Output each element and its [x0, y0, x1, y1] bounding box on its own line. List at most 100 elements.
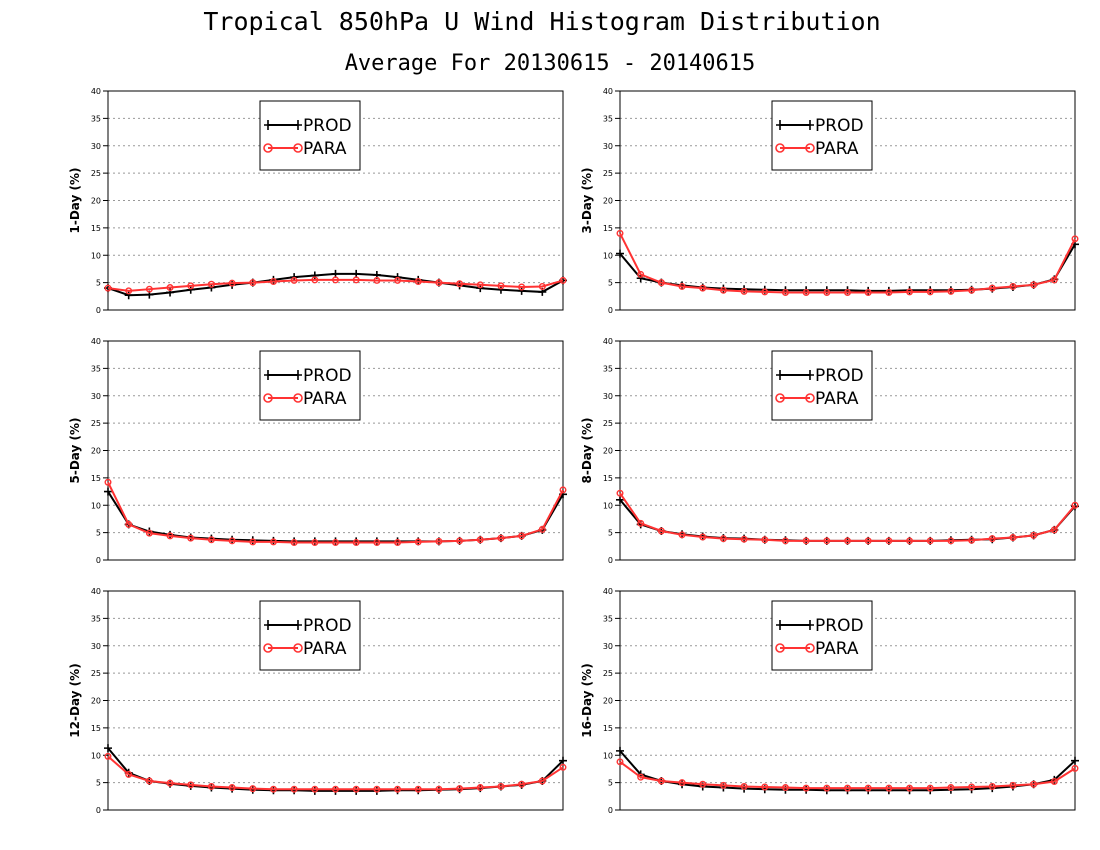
- legend: PROD PARA: [771, 100, 873, 171]
- data-point-para: [352, 276, 360, 284]
- data-point-para: [988, 782, 996, 790]
- y-tick-label: 40: [91, 87, 101, 96]
- data-point-para: [1030, 281, 1038, 289]
- legend-marker-para: [805, 143, 815, 153]
- legend-label-prod: PROD: [303, 616, 352, 636]
- y-tick-label: 5: [608, 279, 613, 288]
- data-point-para: [864, 288, 872, 296]
- chart-subtitle: Average For 20130615 - 20140615: [345, 51, 756, 76]
- data-point-para: [207, 536, 215, 544]
- legend-marker-prod: [776, 620, 784, 630]
- y-axis-label: 16-Day (%): [580, 663, 594, 737]
- data-point-para: [947, 287, 955, 295]
- data-point-para: [207, 280, 215, 288]
- legend-marker-para: [775, 643, 785, 653]
- y-tick-label: 20: [91, 447, 101, 456]
- legend-marker-prod: [264, 120, 272, 130]
- data-point-para: [699, 533, 707, 541]
- data-point-para: [719, 286, 727, 294]
- data-point-para: [823, 288, 831, 296]
- legend-label-prod: PROD: [303, 116, 352, 136]
- data-point-prod: [636, 274, 645, 283]
- data-point-para: [414, 278, 422, 286]
- data-point-para: [269, 785, 277, 793]
- data-point-para: [311, 538, 319, 546]
- y-tick-label: 0: [96, 556, 101, 565]
- legend-marker-para: [805, 643, 815, 653]
- data-point-para: [249, 785, 257, 793]
- data-point-para: [926, 537, 934, 545]
- y-tick-label: 0: [96, 306, 101, 315]
- chart-panel: 0 5 10 15 20 25 30 35 40 16-Day (%) PROD PARA: [580, 587, 1079, 815]
- plot-frame: [619, 90, 1076, 311]
- data-point-para: [373, 538, 381, 546]
- data-point-para: [906, 288, 914, 296]
- data-point-para: [414, 538, 422, 546]
- data-point-para: [187, 282, 195, 290]
- y-tick-label: 10: [603, 501, 613, 510]
- data-point-para: [802, 288, 810, 296]
- data-point-para: [1050, 526, 1058, 534]
- y-tick-label: 30: [603, 642, 613, 651]
- series-line-para: [107, 755, 564, 791]
- legend-marker-para: [263, 643, 273, 653]
- legend-marker-prod: [294, 370, 302, 380]
- data-point-prod: [559, 756, 567, 765]
- y-tick-label: 20: [603, 197, 613, 206]
- y-tick-label: 10: [91, 751, 101, 760]
- data-point-para: [311, 785, 319, 793]
- data-point-prod: [616, 249, 624, 258]
- legend-label-prod: PROD: [303, 366, 352, 386]
- data-point-para: [352, 785, 360, 793]
- data-point-para: [885, 784, 893, 792]
- y-tick-label: 0: [608, 556, 613, 565]
- data-point-para: [166, 779, 174, 787]
- data-point-para: [290, 538, 298, 546]
- y-tick-label: 5: [96, 529, 101, 538]
- y-tick-label: 25: [603, 419, 613, 428]
- data-point-para: [476, 281, 484, 289]
- data-point-para: [1009, 534, 1017, 542]
- data-point-para: [332, 785, 340, 793]
- y-tick-label: 40: [603, 337, 613, 346]
- data-point-para: [616, 229, 624, 237]
- y-tick-label: 30: [603, 392, 613, 401]
- data-point-para: [518, 780, 526, 788]
- data-point-para: [187, 781, 195, 789]
- data-point-para: [373, 785, 381, 793]
- data-point-para: [761, 288, 769, 296]
- data-point-para: [864, 784, 872, 792]
- data-point-para: [518, 283, 526, 291]
- y-tick-label: 35: [91, 364, 101, 373]
- data-point-para: [497, 782, 505, 790]
- data-point-para: [616, 758, 624, 766]
- data-point-prod: [496, 285, 505, 294]
- data-point-para: [844, 537, 852, 545]
- y-tick-label: 40: [603, 87, 613, 96]
- legend-label-prod: PROD: [815, 366, 864, 386]
- data-point-para: [1009, 282, 1017, 290]
- data-point-para: [166, 532, 174, 540]
- y-tick-label: 35: [603, 364, 613, 373]
- y-tick-label: 20: [91, 697, 101, 706]
- data-point-para: [1071, 501, 1079, 509]
- plot-frame: [619, 340, 1076, 561]
- y-axis-label: 8-Day (%): [580, 417, 594, 483]
- y-tick-label: 20: [603, 697, 613, 706]
- data-point-para: [559, 486, 567, 494]
- legend-marker-prod: [264, 620, 272, 630]
- data-point-para: [332, 538, 340, 546]
- legend-label-para: PARA: [303, 389, 347, 409]
- data-point-para: [145, 529, 153, 537]
- data-point-para: [125, 520, 133, 528]
- y-tick-label: 35: [603, 114, 613, 123]
- legend-label-prod: PROD: [815, 616, 864, 636]
- data-point-para: [802, 784, 810, 792]
- data-point-para: [616, 489, 624, 497]
- y-tick-label: 35: [603, 614, 613, 623]
- legend: PROD PARA: [259, 350, 361, 421]
- y-tick-label: 25: [91, 169, 101, 178]
- data-point-para: [844, 288, 852, 296]
- y-tick-label: 35: [91, 114, 101, 123]
